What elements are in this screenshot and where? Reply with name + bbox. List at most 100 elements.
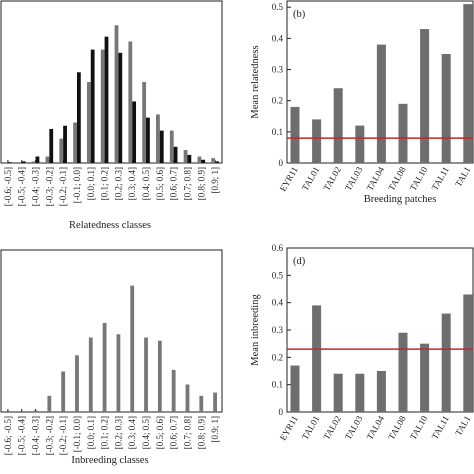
x-tick-label: [0.7; 0.8] [182, 416, 192, 449]
x-tick-label: [0.0; 0.1] [86, 167, 96, 200]
x-tick-label: [0.2; 0.3] [113, 167, 123, 200]
bar [76, 72, 81, 163]
bar [132, 101, 137, 163]
x-tick-label: [-0.5; -0.4] [17, 416, 27, 455]
x-tick-label: [0.9; 1] [210, 167, 220, 194]
y-tick-label: 0 [279, 158, 284, 168]
x-tick-label: [-0.6; -0.5] [3, 416, 13, 455]
bar [183, 150, 188, 163]
bar [128, 41, 133, 163]
y-tick-label: 0.1 [272, 380, 283, 390]
bar [187, 154, 192, 163]
y-tick-label: 0.2 [272, 96, 283, 106]
bar [185, 384, 190, 412]
bar [333, 373, 343, 412]
x-tick-label: [0.3; 0.4] [127, 167, 137, 200]
x-axis-label: Inbreeding classes [71, 455, 148, 466]
x-tick-label: [-0.3; -0.2] [44, 167, 54, 206]
x-tick-label: [0.6; 0.7] [169, 416, 179, 449]
x-tick-label: [0.5; 0.6] [155, 416, 165, 449]
x-tick-label: [0.8; 0.9] [196, 167, 206, 200]
bar [211, 158, 216, 163]
y-axis-label: Mean relatedness [250, 45, 261, 118]
bar [197, 156, 202, 163]
bar [116, 334, 121, 412]
bar [398, 332, 408, 412]
bar [144, 337, 148, 412]
bar [441, 53, 451, 163]
x-tick-label: [0.0; 0.1] [86, 416, 96, 449]
x-tick-label: [0.4; 0.5] [141, 167, 151, 200]
bar [201, 159, 206, 163]
x-tick-label: TAL03 [343, 165, 365, 193]
bar [102, 322, 107, 412]
y-tick-label: 0 [279, 407, 284, 417]
x-tick-label: TAL11 [430, 414, 451, 441]
bar [376, 44, 386, 163]
bar [61, 371, 66, 412]
y-tick-label: 0.4 [272, 298, 284, 308]
x-tick-label: [-0.2; -0.1] [58, 416, 68, 455]
bar [355, 125, 365, 163]
bar [156, 114, 160, 163]
bar [463, 4, 473, 163]
bar [21, 161, 26, 163]
y-tick-label: 0.4 [272, 33, 284, 43]
x-tick-label: [-0.5; -0.4] [17, 167, 27, 206]
x-tick-label: [0.3; 0.4] [127, 416, 137, 449]
x-tick-label: EYR11 [278, 414, 300, 442]
bar [45, 156, 50, 163]
bar [463, 294, 473, 412]
bar [199, 395, 204, 412]
bar [157, 340, 162, 412]
bar [420, 29, 430, 163]
bar [90, 49, 95, 163]
x-tick-label: [-0.1; 0.0] [72, 416, 82, 452]
bar [35, 156, 40, 163]
x-tick-label: TAL10 [408, 165, 430, 193]
x-tick-label: TAL02 [321, 414, 343, 441]
bar [130, 285, 135, 412]
bar [146, 117, 150, 163]
x-tick-label: TAL04 [365, 165, 387, 193]
bar [159, 130, 164, 163]
bar [312, 305, 322, 412]
y-tick-label: 0.6 [272, 243, 284, 253]
bar [86, 82, 91, 163]
x-tick-label: EYR11 [278, 165, 300, 193]
y-tick-label: 0.1 [272, 127, 283, 137]
x-tick-label: TAL01 [300, 165, 322, 192]
x-tick-label: [0.5; 0.6] [155, 167, 165, 200]
x-tick-label: TAL1 [453, 414, 472, 437]
bar [63, 125, 67, 163]
x-axis-label: Breeding patches [364, 194, 437, 205]
bar [171, 369, 176, 412]
x-tick-label: [0.6; 0.7] [169, 167, 179, 200]
bar [31, 161, 36, 163]
bar [118, 52, 123, 164]
y-tick-label: 0.3 [272, 325, 284, 335]
bar [7, 162, 12, 163]
bar [441, 313, 451, 412]
x-tick-label: TAL08 [386, 414, 408, 442]
x-tick-label: [0.2; 0.3] [113, 416, 123, 449]
bar [59, 138, 64, 163]
bar [49, 128, 54, 163]
x-tick-label: [-0.1; 0.0] [72, 167, 82, 203]
panel-label: (b) [293, 9, 306, 20]
bar [213, 392, 217, 412]
bar [88, 337, 93, 412]
x-axis-label: Relatedness classes [69, 220, 151, 231]
bar [114, 25, 119, 163]
bar [75, 355, 79, 412]
bar [169, 130, 174, 163]
x-tick-label: TAL02 [321, 165, 343, 192]
bar [173, 146, 178, 163]
x-tick-label: [0.8; 0.9] [196, 416, 206, 449]
x-tick-label: [-0.6; -0.5] [3, 167, 13, 206]
bar [104, 36, 109, 163]
y-axis-label: Mean inbreeding [250, 294, 261, 366]
x-tick-label: [-0.3; -0.2] [44, 416, 54, 455]
bar [355, 373, 365, 412]
